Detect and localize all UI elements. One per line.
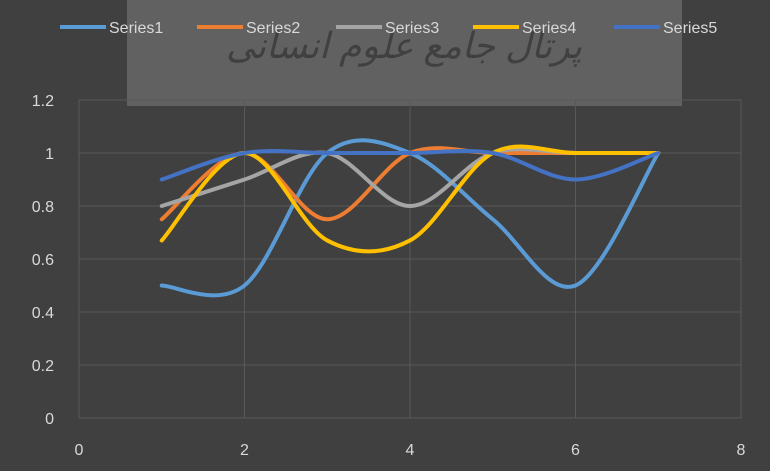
x-tick-label: 0: [75, 442, 84, 459]
legend-label-series4: Series4: [522, 20, 576, 37]
x-tick-label: 2: [240, 442, 249, 459]
legend: Series1 Series2 Series3 Series4 Series5: [60, 20, 717, 37]
watermark-box: [127, 0, 682, 106]
y-tick-label: 1.2: [32, 93, 54, 110]
legend-label-series1: Series1: [109, 20, 163, 37]
y-tick-label: 0.2: [32, 358, 54, 375]
x-tick-label: 8: [737, 442, 746, 459]
series-line-series5: [159, 149, 661, 182]
y-tick-label: 1: [45, 146, 54, 163]
series-lines: [159, 138, 661, 298]
y-axis-tick-labels: 0 0.2 0.4 0.6 0.8 1 1.2: [32, 93, 54, 428]
legend-label-series5: Series5: [663, 20, 717, 37]
y-tick-label: 0.4: [32, 305, 54, 322]
y-tick-label: 0.8: [32, 199, 54, 216]
x-tick-label: 4: [406, 442, 415, 459]
x-axis-tick-labels: 0 2 4 6 8: [75, 442, 746, 459]
legend-label-series3: Series3: [385, 20, 439, 37]
legend-label-series2: Series2: [246, 20, 300, 37]
watermark-text: پرتال جامع علوم انسانی: [226, 25, 582, 67]
y-tick-label: 0.6: [32, 252, 54, 269]
y-tick-label: 0: [45, 411, 54, 428]
x-tick-label: 6: [571, 442, 580, 459]
